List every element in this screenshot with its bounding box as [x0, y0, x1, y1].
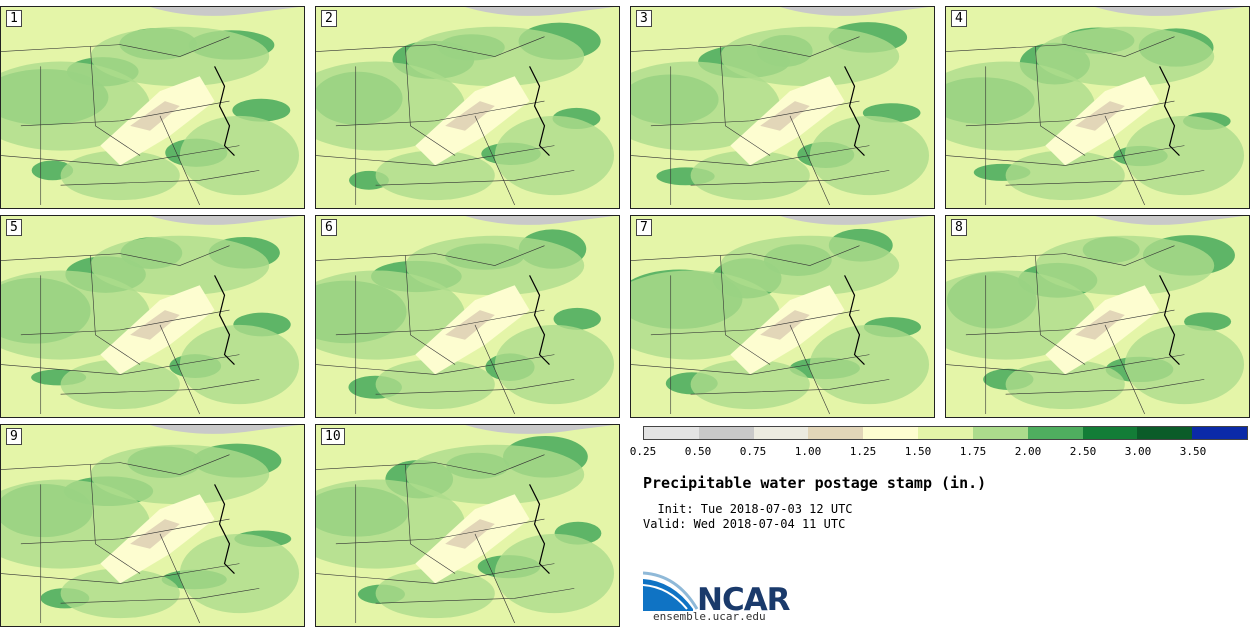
colorbar-swatch: [918, 427, 973, 439]
stamp-number: 6: [321, 219, 337, 236]
stamp-number: 9: [6, 428, 22, 445]
init-time: Init: Tue 2018-07-03 12 UTC: [643, 502, 853, 516]
colorbar-swatch: [1027, 427, 1083, 439]
plot-title: Precipitable water postage stamp (in.): [643, 474, 987, 492]
colorbar-swatch: [753, 427, 809, 439]
colorbar-tick-label: 2.50: [1069, 445, 1097, 458]
colorbar-swatch: [863, 427, 919, 439]
colorbar-tick-label: 0.50: [684, 445, 712, 458]
postage-stamp-6: 6: [315, 215, 620, 418]
colorbar-tick-label: 1.50: [904, 445, 932, 458]
stamp-number: 4: [951, 10, 967, 27]
colorbar-tick-label: 1.00: [794, 445, 822, 458]
colorbar-tick-label: 1.25: [849, 445, 877, 458]
ncar-url: ensemble.ucar.edu: [653, 610, 766, 623]
postage-stamp-3: 3: [630, 6, 935, 209]
colorbar-swatch: [808, 427, 864, 439]
colorbar-swatch: [1192, 427, 1247, 439]
ncar-logo-text: NCAR: [697, 582, 791, 618]
postage-stamp-9: 9: [0, 424, 305, 627]
colorbar: [643, 426, 1248, 440]
colorbar-tick-label: 3.00: [1124, 445, 1152, 458]
colorbar-swatch: [698, 427, 754, 439]
stamp-number: 5: [6, 219, 22, 236]
stamp-number: 10: [321, 428, 345, 445]
colorbar-tick-label: 0.75: [739, 445, 767, 458]
postage-stamp-5: 5: [0, 215, 305, 418]
postage-stamp-2: 2: [315, 6, 620, 209]
stamp-number: 2: [321, 10, 337, 27]
stamp-number: 1: [6, 10, 22, 27]
postage-stamp-1: 1: [0, 6, 305, 209]
stamp-number: 8: [951, 219, 967, 236]
colorbar-swatch: [644, 427, 699, 439]
colorbar-swatch: [972, 427, 1028, 439]
colorbar-tick-label: 3.50: [1179, 445, 1207, 458]
ncar-logo-icon: [643, 571, 699, 611]
postage-stamp-8: 8: [945, 215, 1250, 418]
colorbar-tick-label: 2.00: [1014, 445, 1042, 458]
postage-stamp-4: 4: [945, 6, 1250, 209]
stamp-number: 7: [636, 219, 652, 236]
colorbar-tick-label: 0.25: [629, 445, 657, 458]
stamp-number: 3: [636, 10, 652, 27]
colorbar-swatch: [1137, 427, 1193, 439]
postage-stamp-10: 10: [315, 424, 620, 627]
colorbar-tick-label: 1.75: [959, 445, 987, 458]
postage-stamp-7: 7: [630, 215, 935, 418]
colorbar-swatch: [1082, 427, 1138, 439]
valid-time: Valid: Wed 2018-07-04 11 UTC: [643, 517, 846, 531]
